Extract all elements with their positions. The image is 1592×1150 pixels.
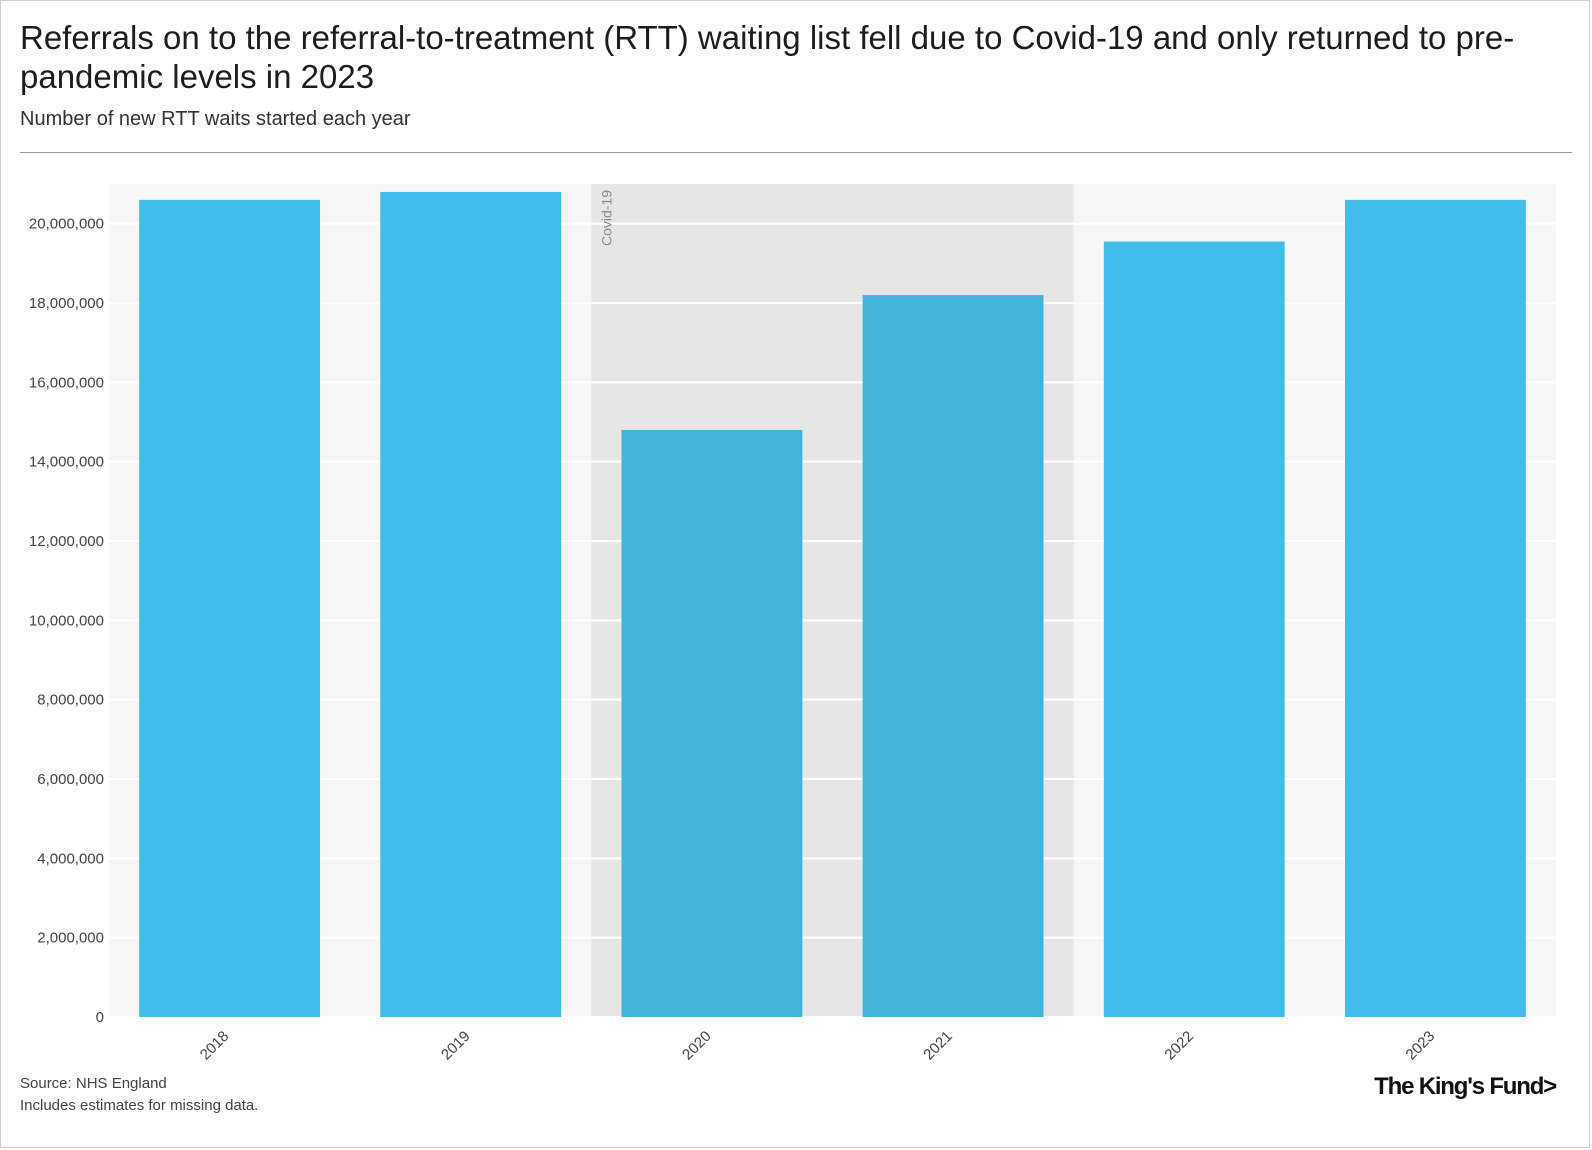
bar-2022 [1103, 241, 1285, 1017]
chart-header: Referrals on to the referral-to-treatmen… [20, 18, 1560, 132]
x-tick-label: 2019 [438, 1028, 474, 1064]
y-tick-label: 6,000,000 [37, 771, 104, 788]
x-tick-label: 2023 [1403, 1028, 1439, 1064]
y-tick-label: 4,000,000 [37, 850, 104, 867]
y-tick-label: 8,000,000 [37, 692, 104, 709]
x-tick-label: 2022 [1161, 1028, 1197, 1064]
bar-2021 [862, 295, 1044, 1018]
y-tick-label: 0 [96, 1009, 104, 1026]
chart-title: Referrals on to the referral-to-treatmen… [20, 19, 1515, 95]
source-note: Source: NHS England [20, 1075, 167, 1092]
y-tick-label: 16,000,000 [29, 374, 104, 391]
x-tick-label: 2018 [197, 1028, 233, 1064]
bar-2018 [139, 199, 321, 1017]
chart-subtitle: Number of new RTT waits started each yea… [20, 108, 411, 130]
y-tick-label: 2,000,000 [37, 930, 104, 947]
y-tick-label: 20,000,000 [29, 216, 104, 233]
y-tick-label: 12,000,000 [29, 533, 104, 550]
data-note: Includes estimates for missing data. [20, 1097, 259, 1114]
kings-fund-logo: The King's Fund> [1374, 1073, 1557, 1100]
y-tick-label: 14,000,000 [29, 454, 104, 471]
bar-2020 [621, 429, 803, 1017]
y-tick-label: 18,000,000 [29, 295, 104, 312]
y-tick-label: 10,000,000 [29, 612, 104, 629]
x-tick-label: 2020 [679, 1028, 715, 1064]
covid-annotation-label: Covid-19 [598, 190, 614, 246]
bar-2019 [380, 191, 562, 1017]
bar-2023 [1344, 199, 1526, 1017]
header-divider [20, 152, 1572, 153]
x-tick-label: 2021 [920, 1028, 956, 1064]
chart-footer: Source: NHS England Includes estimates f… [20, 1073, 258, 1117]
